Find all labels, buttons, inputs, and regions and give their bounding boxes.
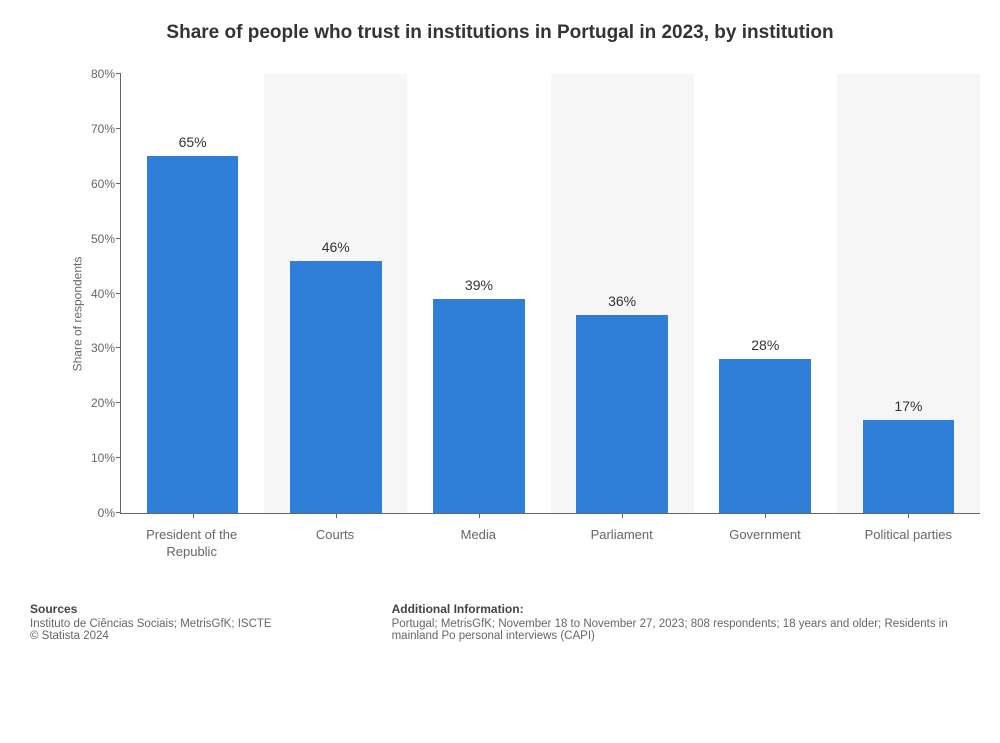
y-tick-label: 40% [81,287,115,301]
y-tick-label: 20% [81,396,115,410]
bar-value-label: 17% [894,398,922,414]
x-tick-mark [622,513,623,518]
x-tick-mark [908,513,909,518]
x-tick-mark [336,513,337,518]
sources-block: Sources Instituto de Ciências Sociais; M… [30,602,272,642]
y-tick-label: 30% [81,341,115,355]
x-axis-label: Political parties [837,519,980,574]
chart-title: Share of people who trust in institution… [0,0,1000,54]
y-tick-label: 0% [81,506,115,520]
y-tick-label: 80% [81,67,115,81]
y-tick-label: 50% [81,232,115,246]
info-block: Additional Information: Portugal; Metris… [392,602,970,642]
bar: 17% [863,420,955,513]
info-text: Portugal; MetrisGfK; November 18 to Nove… [392,618,970,642]
x-axis-labels: President of the RepublicCourtsMediaParl… [120,519,980,574]
y-tick-label: 10% [81,451,115,465]
chart-area: Share of respondents 0%10%20%30%40%50%60… [90,54,980,574]
y-tick-label: 60% [81,177,115,191]
x-axis-label: Media [407,519,550,574]
x-axis-label: Courts [263,519,406,574]
x-tick-mark [193,513,194,518]
bar-slot: 39% [407,74,550,513]
bar: 46% [290,261,382,513]
x-axis-label: President of the Republic [120,519,263,574]
bar-value-label: 28% [751,337,779,353]
bar-value-label: 46% [322,239,350,255]
bar-slot: 17% [837,74,980,513]
bar-slot: 65% [121,74,264,513]
bar-value-label: 65% [179,134,207,150]
bar-value-label: 39% [465,277,493,293]
info-title: Additional Information: [392,602,970,616]
bar: 39% [433,299,525,513]
bar-slot: 28% [694,74,837,513]
x-axis-label: Parliament [550,519,693,574]
x-tick-mark [479,513,480,518]
bar: 28% [719,359,811,513]
plot-region: 0%10%20%30%40%50%60%70%80% 65%46%39%36%2… [120,74,980,514]
sources-line-2: © Statista 2024 [30,630,272,642]
bar-value-label: 36% [608,293,636,309]
chart-footer: Sources Instituto de Ciências Sociais; M… [0,574,1000,642]
bar: 36% [576,315,668,513]
bars-container: 65% 46% 39% 36% 28% 17% [121,74,980,513]
sources-line-1: Instituto de Ciências Sociais; MetrisGfK… [30,618,272,630]
y-tick-label: 70% [81,122,115,136]
x-axis-label: Government [693,519,836,574]
bar-slot: 46% [264,74,407,513]
sources-title: Sources [30,602,272,616]
bar: 65% [147,156,239,513]
bar-slot: 36% [551,74,694,513]
x-tick-mark [765,513,766,518]
